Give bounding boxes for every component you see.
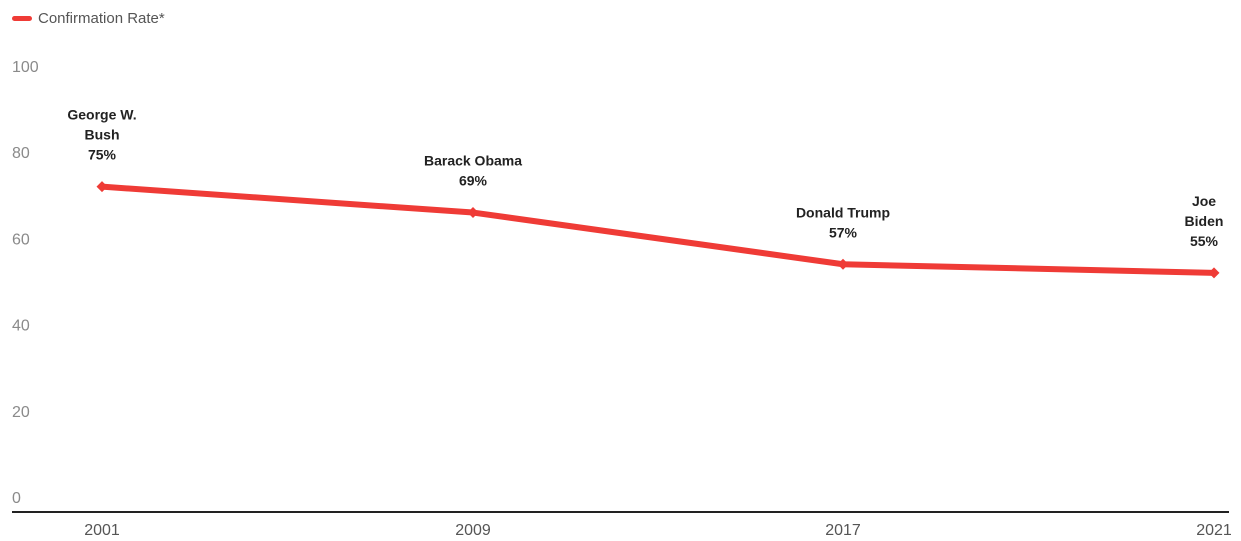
data-label: Bush bbox=[85, 127, 120, 143]
y-tick-label: 60 bbox=[12, 231, 30, 248]
x-tick-label: 2017 bbox=[825, 522, 861, 539]
data-label: 69% bbox=[459, 173, 488, 189]
data-point bbox=[467, 207, 479, 219]
x-tick-label: 2001 bbox=[84, 522, 120, 539]
y-tick-label: 40 bbox=[12, 318, 30, 335]
legend-swatch bbox=[12, 15, 32, 21]
data-label: 55% bbox=[1190, 233, 1219, 249]
y-tick-label: 0 bbox=[12, 490, 21, 507]
series-line bbox=[99, 183, 1217, 276]
data-label: Barack Obama bbox=[424, 153, 522, 169]
data-label: Donald Trump bbox=[796, 204, 890, 220]
data-point bbox=[837, 258, 849, 270]
y-tick-label: 80 bbox=[12, 145, 30, 162]
legend: Confirmation Rate* bbox=[12, 8, 165, 28]
data-label: 57% bbox=[829, 224, 858, 240]
y-tick-label: 100 bbox=[12, 59, 39, 76]
data-point bbox=[96, 181, 108, 193]
data-label: Biden bbox=[1185, 213, 1224, 229]
data-label: George W. bbox=[67, 107, 136, 123]
y-tick-label: 20 bbox=[12, 404, 30, 421]
x-tick-label: 2021 bbox=[1196, 522, 1232, 539]
x-tick-label: 2009 bbox=[455, 522, 491, 539]
legend-label: Confirmation Rate* bbox=[38, 9, 165, 27]
data-point bbox=[1208, 267, 1220, 279]
data-label: 75% bbox=[88, 147, 117, 163]
data-label: Joe bbox=[1192, 193, 1216, 209]
